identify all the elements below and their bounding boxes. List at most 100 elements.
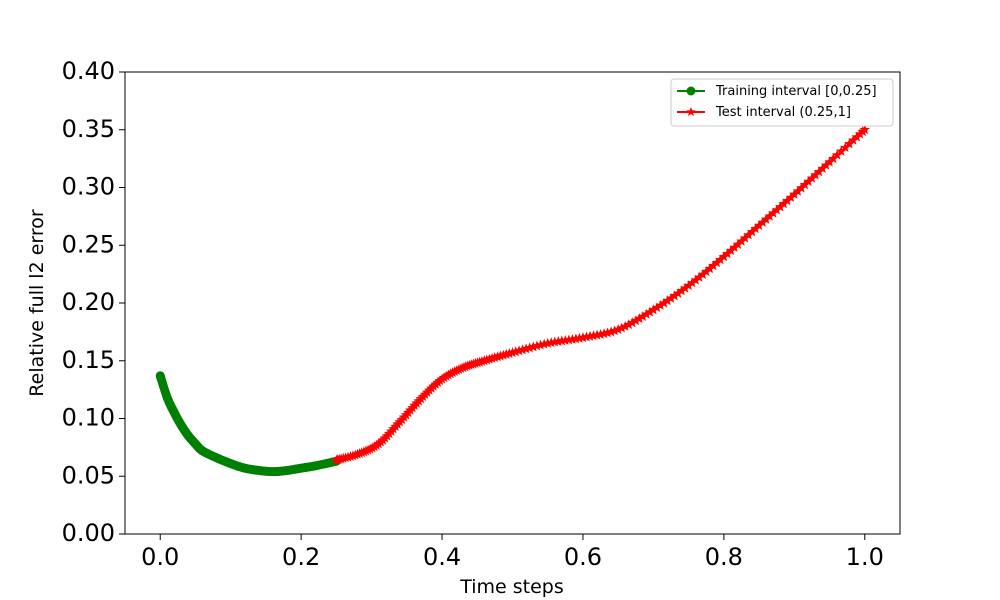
y-tick-label: 0.00 [62, 519, 115, 547]
data-point [796, 182, 807, 193]
data-point [627, 317, 638, 328]
data-point [844, 138, 855, 149]
y-tick-label: 0.15 [62, 346, 115, 374]
data-point [739, 232, 751, 243]
data-point [644, 306, 656, 317]
data-point [584, 330, 596, 341]
data-point [817, 163, 828, 174]
data-point [637, 311, 649, 321]
data-point [803, 176, 814, 187]
data-point [757, 217, 768, 227]
data-point [831, 149, 843, 160]
data-point [605, 326, 617, 337]
x-axis-label: Time steps [459, 576, 564, 598]
data-point [655, 299, 666, 310]
data-point [538, 338, 550, 349]
data-point [623, 319, 634, 330]
data-point [806, 172, 818, 183]
data-point [651, 302, 663, 313]
data-point [567, 333, 578, 344]
x-tick-label: 0.4 [423, 543, 461, 571]
y-tick-label: 0.40 [62, 57, 115, 85]
data-point [549, 336, 560, 347]
data-point [510, 346, 521, 357]
data-point [630, 315, 642, 326]
data-point [676, 285, 687, 296]
x-tick-label: 1.0 [846, 543, 884, 571]
data-point [750, 223, 761, 234]
y-tick-label: 0.05 [62, 461, 115, 489]
data-point [598, 328, 610, 339]
data-point [498, 349, 509, 360]
data-point [602, 327, 613, 338]
legend-marker-training [686, 86, 696, 96]
data-point [520, 343, 532, 354]
data-point [658, 297, 670, 308]
data-point [693, 271, 705, 282]
data-point [840, 142, 851, 153]
data-point [531, 340, 543, 351]
data-point [785, 192, 797, 203]
y-axis-label: Relative full l2 error [26, 209, 48, 397]
series-line-test [336, 129, 866, 462]
data-point [553, 336, 564, 346]
data-point [789, 188, 800, 199]
data-point [704, 263, 715, 274]
data-point [725, 245, 737, 256]
data-point [616, 322, 627, 333]
data-point [824, 156, 835, 167]
data-point [535, 339, 546, 350]
data-point [560, 334, 571, 345]
legend: Training interval [0,0.25] Test interval… [670, 78, 894, 127]
data-point [715, 254, 726, 265]
data-point [743, 229, 754, 240]
data-point [851, 131, 863, 142]
data-point [771, 204, 782, 215]
data-point [679, 282, 691, 293]
data-point [556, 335, 568, 346]
data-point [591, 329, 603, 340]
data-point [595, 328, 606, 339]
data-point [513, 345, 525, 356]
data-point [775, 201, 786, 212]
y-tick-label: 0.35 [62, 115, 115, 143]
data-point [641, 308, 652, 319]
x-tick-label: 0.8 [705, 543, 743, 571]
data-point [729, 242, 740, 253]
data-point [810, 169, 821, 180]
data-point [782, 195, 793, 206]
data-point [835, 145, 847, 156]
x-tick-label: 0.2 [282, 543, 320, 571]
data-point [736, 235, 747, 246]
series-markers-training [155, 371, 341, 477]
data-point [542, 337, 553, 348]
data-point [767, 207, 779, 218]
data-point [528, 341, 539, 352]
series-line-training [159, 375, 337, 473]
series-layer [155, 124, 870, 477]
data-point [778, 198, 789, 209]
y-tick-label: 0.20 [62, 288, 115, 316]
data-point [683, 280, 694, 291]
data-point [489, 352, 500, 363]
data-point [504, 348, 515, 358]
data-point [722, 248, 733, 259]
data-point [546, 337, 557, 348]
data-point [570, 333, 582, 344]
data-point [828, 153, 839, 164]
data-point [701, 266, 712, 277]
data-point [495, 350, 506, 361]
data-point [563, 334, 575, 345]
data-point [669, 290, 680, 301]
data-point [792, 185, 804, 196]
data-point [718, 251, 730, 262]
data-point [847, 134, 859, 145]
data-point [764, 210, 775, 221]
data-point [732, 238, 744, 249]
legend-label-training: Training interval [0,0.25] [715, 84, 877, 99]
data-point [501, 348, 512, 359]
data-point [672, 287, 684, 298]
data-point [665, 292, 677, 303]
data-point [648, 304, 659, 315]
